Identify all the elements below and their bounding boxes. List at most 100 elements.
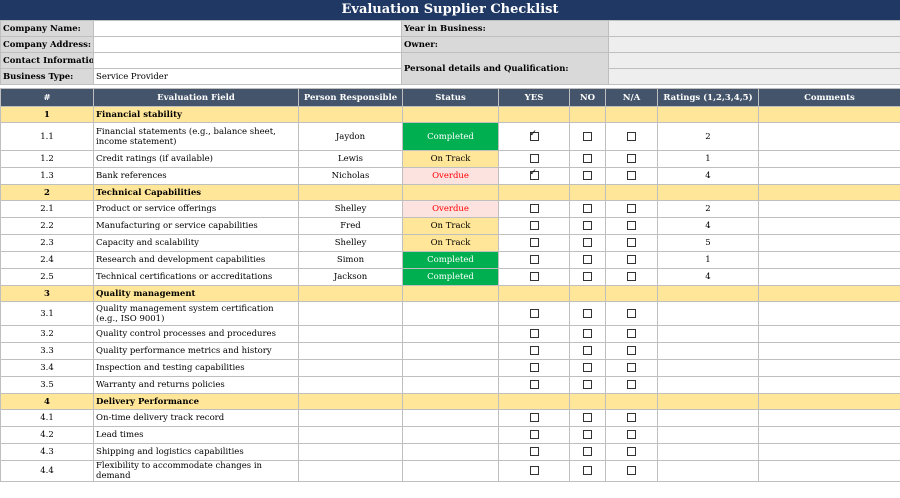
yes-checkbox[interactable] [529, 221, 539, 230]
status-cell[interactable]: Completed [402, 122, 499, 151]
yes-checkbox[interactable] [529, 169, 539, 180]
yes-checkbox[interactable] [529, 129, 539, 141]
evaluation-field-cell[interactable]: On-time delivery track record [93, 409, 299, 427]
evaluation-field-cell[interactable]: Quality management system certification … [93, 301, 299, 326]
rating-cell[interactable] [657, 443, 759, 461]
person-responsible-cell[interactable] [298, 460, 403, 482]
company-address-cell[interactable] [93, 36, 402, 53]
status-cell[interactable]: Overdue [402, 167, 499, 185]
person-responsible-cell[interactable]: Shelley [298, 234, 403, 252]
status-cell[interactable]: Completed [402, 268, 499, 286]
evaluation-field-cell[interactable]: Capacity and scalability [93, 234, 299, 252]
na-checkbox[interactable] [627, 346, 636, 355]
person-responsible-cell[interactable] [298, 342, 403, 360]
comments-cell[interactable] [758, 200, 900, 218]
rating-cell[interactable]: 2 [657, 122, 759, 151]
no-checkbox[interactable] [583, 380, 592, 389]
evaluation-field-cell[interactable]: Quality performance metrics and history [93, 342, 299, 360]
rating-cell[interactable] [657, 325, 759, 343]
status-cell[interactable] [402, 426, 499, 444]
comments-cell[interactable] [758, 376, 900, 394]
rating-cell[interactable]: 4 [657, 217, 759, 235]
evaluation-field-cell[interactable]: Shipping and logistics capabilities [93, 443, 299, 461]
no-checkbox[interactable] [583, 308, 592, 318]
evaluation-field-cell[interactable]: Flexibility to accommodate changes in de… [93, 460, 299, 482]
status-cell[interactable]: Overdue [402, 200, 499, 218]
person-responsible-cell[interactable]: Simon [298, 251, 403, 269]
comments-cell[interactable] [758, 150, 900, 168]
rating-cell[interactable] [657, 426, 759, 444]
personal-details-cell-1[interactable] [608, 52, 900, 69]
evaluation-field-cell[interactable]: Manufacturing or service capabilities [93, 217, 299, 235]
evaluation-field-cell[interactable]: Inspection and testing capabilities [93, 359, 299, 377]
no-checkbox[interactable] [583, 238, 592, 247]
na-checkbox[interactable] [627, 171, 636, 180]
person-responsible-cell[interactable]: Jackson [298, 268, 403, 286]
evaluation-field-cell[interactable]: Credit ratings (if available) [93, 150, 299, 168]
rating-cell[interactable]: 1 [657, 251, 759, 269]
comments-cell[interactable] [758, 167, 900, 185]
status-cell[interactable] [402, 301, 499, 326]
status-cell[interactable] [402, 409, 499, 427]
person-responsible-cell[interactable]: Shelley [298, 200, 403, 218]
evaluation-field-cell[interactable]: Research and development capabilities [93, 251, 299, 269]
comments-cell[interactable] [758, 460, 900, 482]
yes-checkbox[interactable] [529, 346, 539, 355]
evaluation-field-cell[interactable]: Warranty and returns policies [93, 376, 299, 394]
person-responsible-cell[interactable] [298, 426, 403, 444]
evaluation-field-cell[interactable]: Bank references [93, 167, 299, 185]
comments-cell[interactable] [758, 251, 900, 269]
status-cell[interactable]: Completed [402, 251, 499, 269]
na-checkbox[interactable] [627, 154, 636, 163]
no-checkbox[interactable] [583, 447, 592, 456]
comments-cell[interactable] [758, 359, 900, 377]
evaluation-field-cell[interactable]: Technical certifications or accreditatio… [93, 268, 299, 286]
person-responsible-cell[interactable] [298, 376, 403, 394]
yes-checkbox[interactable] [529, 308, 539, 318]
status-cell[interactable] [402, 359, 499, 377]
status-cell[interactable]: On Track [402, 150, 499, 168]
comments-cell[interactable] [758, 342, 900, 360]
comments-cell[interactable] [758, 234, 900, 252]
evaluation-field-cell[interactable]: Product or service offerings [93, 200, 299, 218]
na-checkbox[interactable] [627, 413, 636, 422]
rating-cell[interactable] [657, 409, 759, 427]
comments-cell[interactable] [758, 217, 900, 235]
rating-cell[interactable]: 4 [657, 167, 759, 185]
comments-cell[interactable] [758, 268, 900, 286]
status-cell[interactable] [402, 325, 499, 343]
person-responsible-cell[interactable]: Fred [298, 217, 403, 235]
no-checkbox[interactable] [583, 430, 592, 439]
comments-cell[interactable] [758, 301, 900, 326]
na-checkbox[interactable] [627, 308, 636, 318]
rating-cell[interactable]: 1 [657, 150, 759, 168]
na-checkbox[interactable] [627, 238, 636, 247]
yes-checkbox[interactable] [529, 363, 539, 372]
rating-cell[interactable]: 2 [657, 200, 759, 218]
na-checkbox[interactable] [627, 272, 636, 281]
business-type-cell[interactable]: Service Provider [93, 68, 402, 85]
status-cell[interactable] [402, 342, 499, 360]
yes-checkbox[interactable] [529, 466, 539, 475]
yes-checkbox[interactable] [529, 272, 539, 281]
yes-checkbox[interactable] [529, 380, 539, 389]
contact-information-cell[interactable] [93, 52, 402, 69]
evaluation-field-cell[interactable]: Quality control processes and procedures [93, 325, 299, 343]
na-checkbox[interactable] [627, 255, 636, 264]
person-responsible-cell[interactable] [298, 325, 403, 343]
status-cell[interactable] [402, 443, 499, 461]
no-checkbox[interactable] [583, 255, 592, 264]
owner-cell[interactable] [608, 36, 900, 53]
no-checkbox[interactable] [583, 171, 592, 180]
rating-cell[interactable] [657, 342, 759, 360]
yes-checkbox[interactable] [529, 329, 539, 338]
na-checkbox[interactable] [627, 380, 636, 389]
comments-cell[interactable] [758, 122, 900, 151]
person-responsible-cell[interactable] [298, 359, 403, 377]
na-checkbox[interactable] [627, 131, 636, 141]
no-checkbox[interactable] [583, 346, 592, 355]
rating-cell[interactable] [657, 376, 759, 394]
na-checkbox[interactable] [627, 447, 636, 456]
no-checkbox[interactable] [583, 221, 592, 230]
status-cell[interactable] [402, 460, 499, 482]
